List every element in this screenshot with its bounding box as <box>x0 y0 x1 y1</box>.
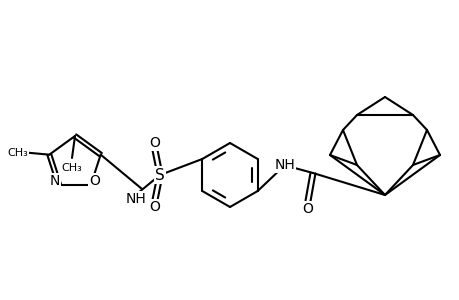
Text: NH: NH <box>274 158 295 172</box>
Text: N: N <box>50 174 60 188</box>
Text: CH₃: CH₃ <box>7 148 28 158</box>
Text: O: O <box>149 200 160 214</box>
Text: NH: NH <box>125 192 146 206</box>
Text: CH₃: CH₃ <box>62 163 82 173</box>
Text: O: O <box>89 174 100 188</box>
Text: O: O <box>149 136 160 150</box>
Text: S: S <box>155 167 164 182</box>
Text: O: O <box>302 202 313 216</box>
